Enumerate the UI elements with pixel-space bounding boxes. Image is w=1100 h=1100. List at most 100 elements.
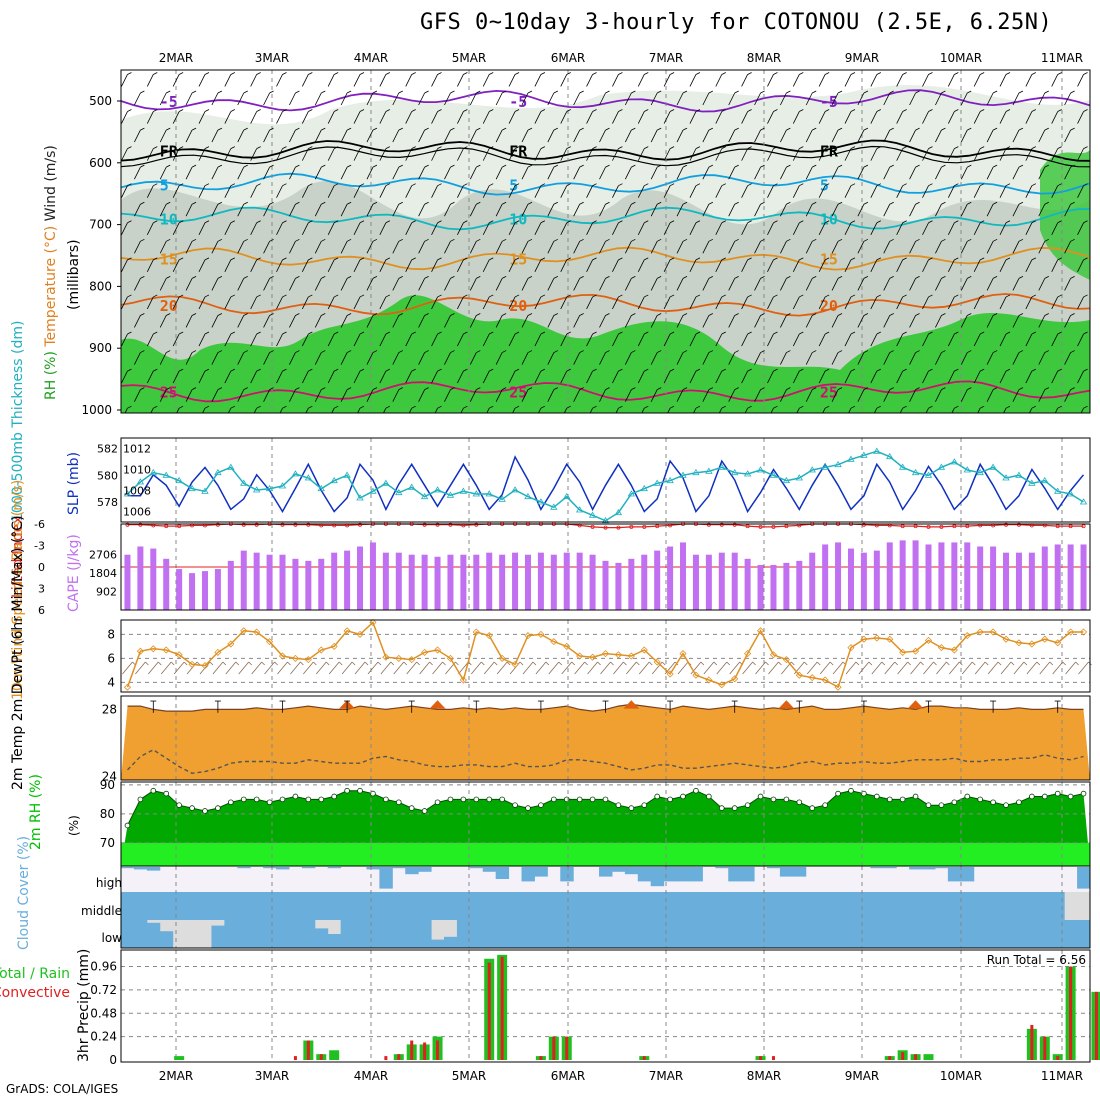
rh-point bbox=[305, 796, 312, 803]
surface-wind-barb-flag bbox=[997, 661, 1002, 666]
cloud-middle-bar bbox=[844, 892, 858, 920]
wind-barb-flag bbox=[1070, 387, 1075, 390]
wind-barb-flag bbox=[153, 331, 158, 335]
wind-barb-flag bbox=[411, 331, 416, 335]
xtick-bottom-label: 3MAR bbox=[255, 1069, 290, 1083]
isotherm-label: 15 bbox=[509, 251, 527, 269]
wind-barb-flag bbox=[527, 127, 533, 131]
wind-barb bbox=[146, 74, 154, 87]
wind-barb bbox=[599, 129, 606, 143]
wind-barb bbox=[547, 166, 555, 180]
wind-barb bbox=[676, 241, 684, 254]
cloud-middle-bar bbox=[1038, 892, 1052, 920]
wind-barb-flag bbox=[437, 331, 442, 335]
wind-barb-flag bbox=[398, 276, 403, 279]
wind-barb bbox=[1077, 370, 1084, 384]
wind-barb bbox=[573, 352, 581, 365]
wind-barb bbox=[689, 333, 697, 347]
cloud-middle-bar bbox=[133, 892, 148, 920]
wind-barb bbox=[909, 129, 916, 143]
wind-barb-flag bbox=[204, 109, 210, 112]
wind-barb-flag bbox=[747, 109, 752, 112]
wind-barb bbox=[676, 389, 684, 402]
wind10-line-point bbox=[821, 676, 829, 684]
wind-barb bbox=[780, 92, 787, 106]
wind-barb bbox=[353, 222, 361, 235]
rh-point bbox=[912, 793, 919, 800]
wind-barb-flag bbox=[644, 220, 649, 224]
wind-barb-flag bbox=[540, 109, 546, 112]
cloud-low-bar bbox=[405, 920, 419, 948]
cloud-middle-bar bbox=[418, 892, 432, 920]
rh-point bbox=[822, 802, 828, 808]
wind-barb bbox=[796, 408, 800, 413]
cloud-high-bar bbox=[624, 867, 639, 875]
wind-barb-flag bbox=[1044, 350, 1049, 353]
surface-wind-barb-flag bbox=[416, 661, 420, 666]
wind-barb bbox=[896, 296, 904, 310]
wind-barb bbox=[715, 111, 723, 124]
cape-bar bbox=[692, 554, 699, 610]
wind-barb bbox=[146, 222, 154, 235]
wind-barb-flag bbox=[773, 331, 778, 335]
wind-barb-flag bbox=[514, 220, 520, 224]
precip-convective-bar bbox=[1094, 991, 1098, 1060]
wind-barb bbox=[150, 408, 154, 413]
precip-tick-label: 0 bbox=[109, 1053, 117, 1067]
li-point bbox=[952, 524, 957, 529]
wind-barb bbox=[224, 296, 232, 310]
wind-barb-flag bbox=[230, 331, 235, 335]
thickness-line-point bbox=[886, 452, 894, 460]
wind-barb bbox=[121, 259, 128, 273]
wind-barb bbox=[612, 74, 619, 87]
xtick-bottom-label: 5MAR bbox=[452, 1069, 487, 1083]
wind-barb-flag bbox=[385, 146, 391, 149]
wind-barb-flag bbox=[489, 146, 494, 149]
wind-barb-flag bbox=[295, 127, 300, 131]
wind10-line-point bbox=[666, 670, 674, 678]
wind-barb bbox=[805, 166, 813, 180]
wind-barb bbox=[922, 370, 929, 384]
wind-barb-flag bbox=[1057, 331, 1062, 335]
precip-convective-bar bbox=[410, 1040, 414, 1060]
wind10-line-point bbox=[1054, 639, 1062, 647]
wind-barb-flag bbox=[437, 257, 442, 261]
wind-barb-flag bbox=[153, 72, 158, 75]
xtick-bottom-label: 8MAR bbox=[747, 1069, 782, 1083]
cape-bar bbox=[680, 542, 687, 610]
wind-barb-flag bbox=[127, 220, 132, 224]
wind-barb-flag bbox=[269, 164, 274, 168]
wind-barb bbox=[741, 370, 748, 384]
wind-barb-flag bbox=[450, 313, 455, 316]
wind-barb bbox=[560, 148, 568, 161]
surface-wind-barb bbox=[380, 661, 392, 675]
wind-barb-flag bbox=[527, 350, 533, 353]
thickness-line-point bbox=[265, 484, 274, 492]
wind-barb bbox=[715, 148, 723, 161]
wind-barb-flag bbox=[308, 405, 313, 409]
wind-barb-flag bbox=[1083, 368, 1088, 372]
rh-point bbox=[718, 805, 725, 811]
wind-barb-flag bbox=[786, 127, 791, 131]
wind-barb bbox=[314, 315, 322, 328]
wind-barb bbox=[134, 315, 141, 328]
cloud-low-bar bbox=[133, 920, 148, 948]
cloud-low-bar bbox=[444, 936, 458, 948]
wind-barb bbox=[211, 315, 219, 328]
wind-barb bbox=[547, 92, 555, 106]
wind-barb bbox=[444, 278, 451, 291]
cloud-middle-bar bbox=[1025, 892, 1039, 920]
wind-barb bbox=[1077, 259, 1084, 273]
wind-barb-flag bbox=[915, 238, 920, 242]
wind-barb bbox=[176, 408, 180, 413]
panel-frame bbox=[120, 437, 1091, 523]
surface-wind-barb bbox=[755, 661, 766, 675]
precip-convective-bar bbox=[901, 1052, 905, 1060]
wind-barb-flag bbox=[321, 164, 326, 168]
wind-barb-flag bbox=[1083, 146, 1088, 149]
thickness-tick-label: 582 bbox=[97, 443, 118, 456]
wind-barb bbox=[301, 148, 309, 161]
precip-convective-bar bbox=[1056, 1056, 1060, 1060]
wind-barb-flag bbox=[411, 368, 416, 372]
wind-barb-flag bbox=[850, 109, 856, 112]
